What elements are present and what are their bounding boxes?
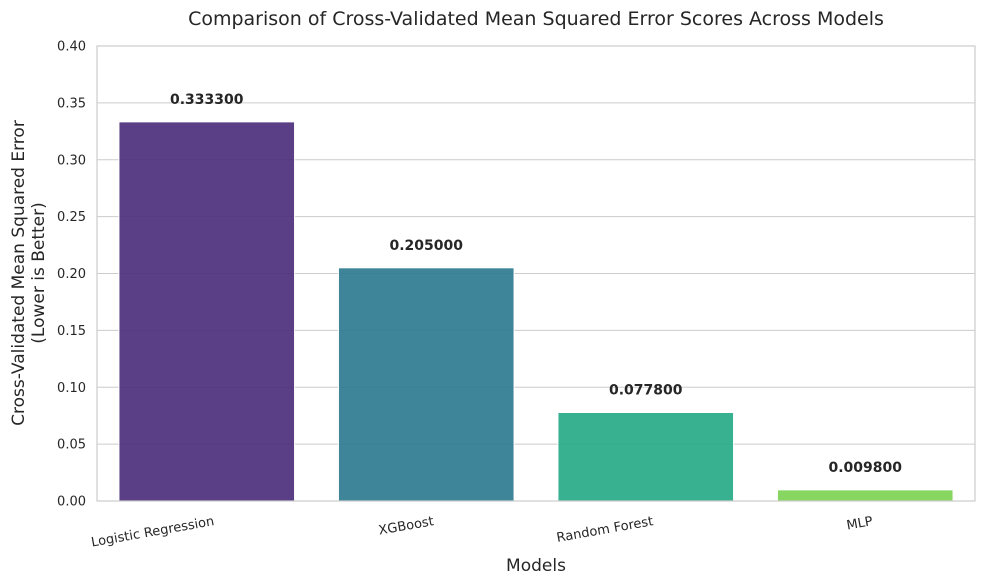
bar: [118, 121, 296, 502]
x-tick-label: Logistic Regression: [90, 514, 215, 550]
x-tick-label: MLP: [845, 514, 874, 533]
y-tick-label: 0.25: [57, 210, 86, 225]
bar-value-label: 0.009800: [828, 460, 902, 476]
bar-value-label: 0.077800: [609, 383, 683, 399]
x-axis-ticks: Logistic Regression XGBoost Random Forest M…: [90, 514, 874, 550]
x-tick-label: XGBoost: [377, 514, 434, 538]
bar: [337, 267, 515, 502]
x-axis-label: Models: [506, 556, 566, 576]
chart-title: Comparison of Cross-Validated Mean Squar…: [188, 8, 884, 30]
y-axis-ticks: 0.00 0.05 0.10 0.15 0.20 0.25 0.30 0.35 0.40: [57, 40, 86, 510]
y-tick-label: 0.30: [57, 153, 86, 168]
y-tick-label: 0.35: [57, 96, 86, 111]
bars: [118, 121, 954, 502]
y-axis-label-line2: (Lower is Better): [29, 202, 49, 343]
y-axis-label: Cross-Validated Mean Squared Error (Lowe…: [9, 120, 49, 426]
y-tick-label: 0.05: [57, 438, 86, 453]
y-tick-label: 0.20: [57, 267, 86, 282]
y-tick-label: 0.10: [57, 381, 86, 396]
x-tick-label: Random Forest: [555, 514, 654, 546]
y-axis-label-line1: Cross-Validated Mean Squared Error: [9, 120, 29, 426]
y-tick-label: 0.40: [57, 40, 86, 55]
y-tick-label: 0.00: [57, 495, 86, 510]
bar-value-labels: 0.333300 0.205000 0.077800 0.009800: [170, 92, 902, 476]
bar-value-label: 0.333300: [170, 92, 244, 108]
bar-value-label: 0.205000: [389, 238, 463, 254]
plot-frame: [96, 45, 976, 502]
bar: [557, 412, 735, 502]
y-tick-label: 0.15: [57, 324, 86, 339]
bar: [776, 489, 954, 502]
